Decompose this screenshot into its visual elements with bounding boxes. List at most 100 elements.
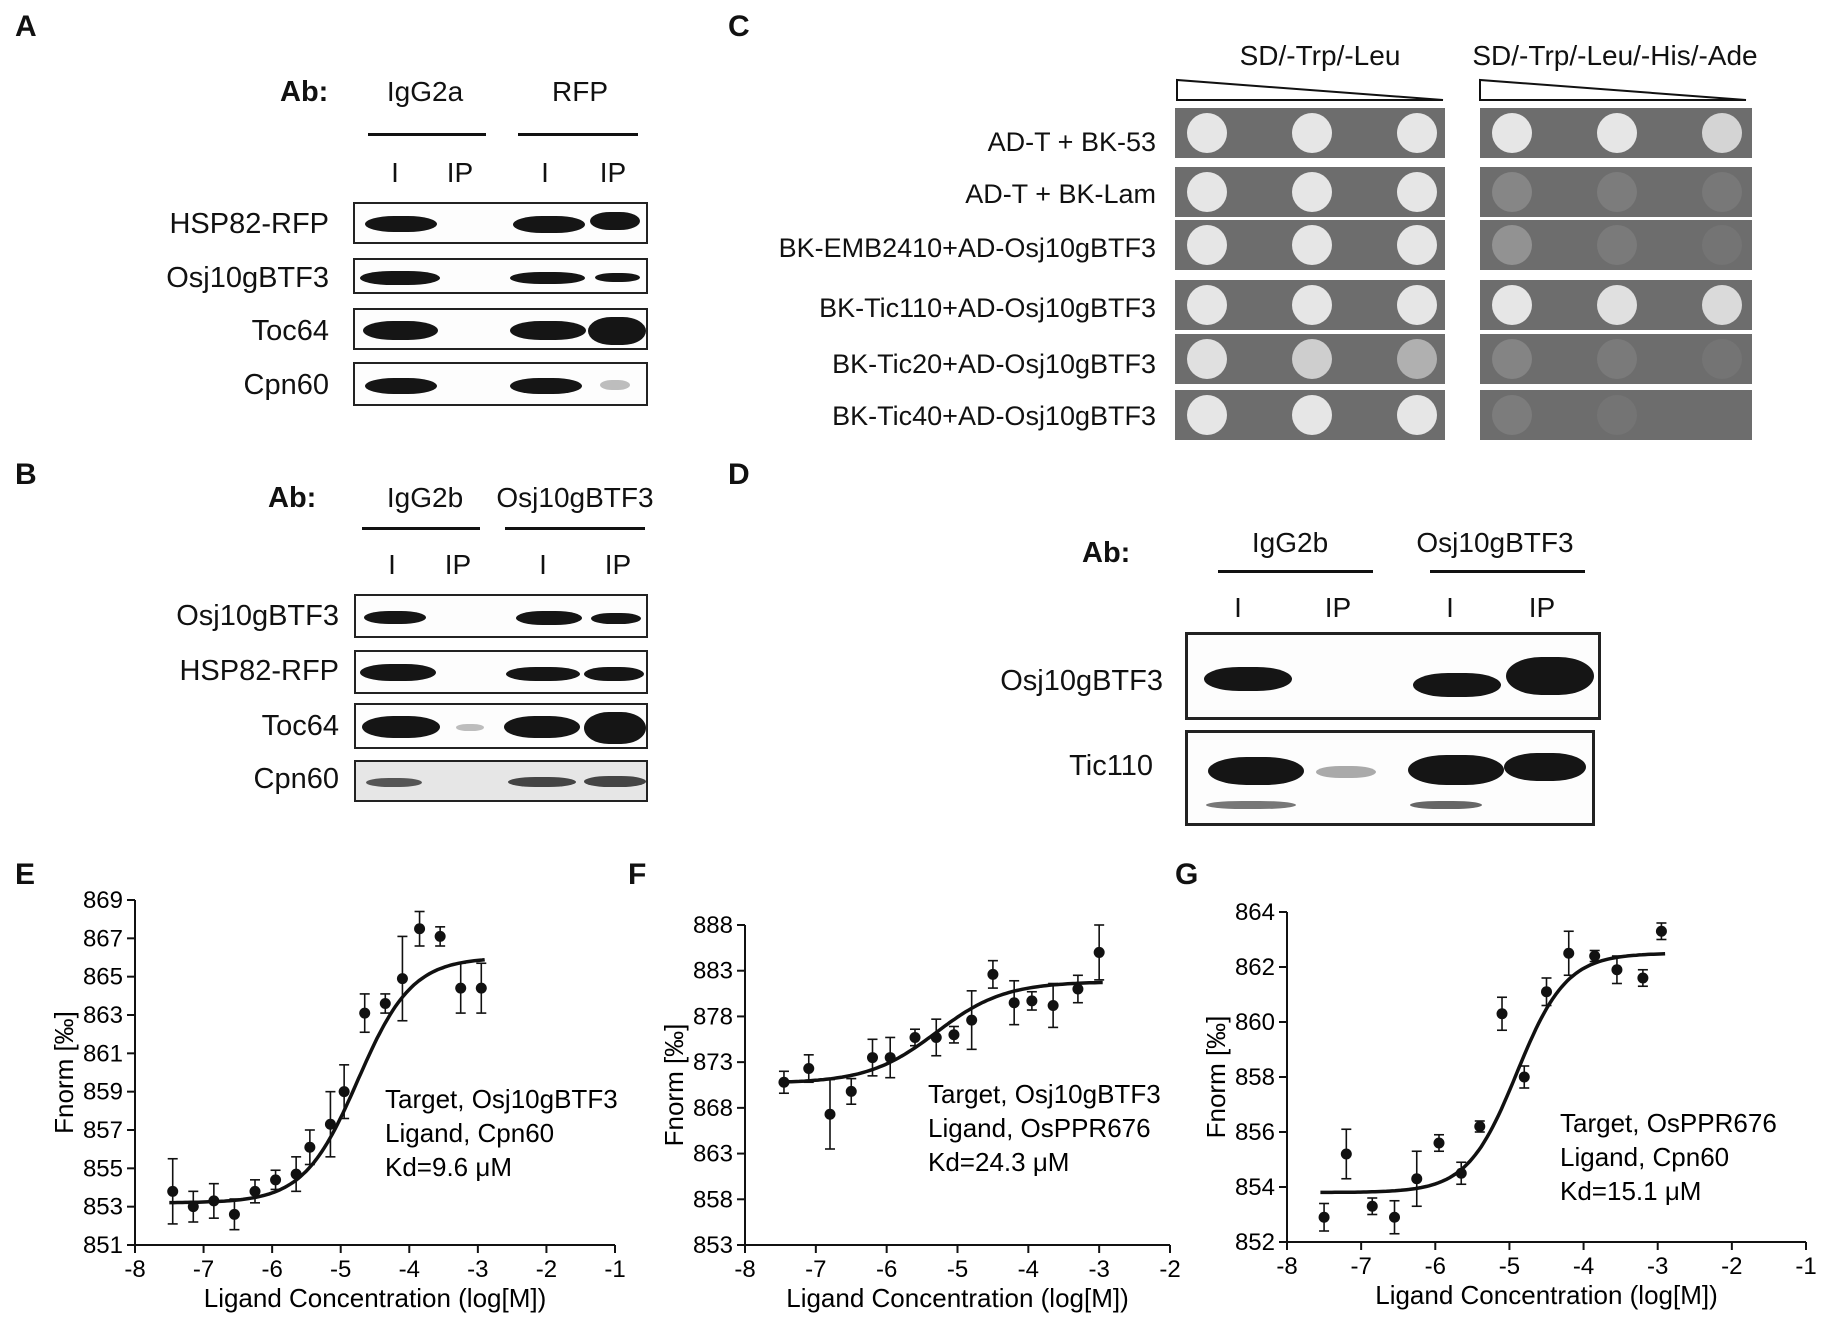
data-point (824, 1108, 836, 1120)
panel-c-dilution-wedge-2 (1479, 78, 1747, 101)
data-point (1340, 1148, 1352, 1160)
panel-a-group-rfp: RFP (552, 76, 608, 107)
panel-d-underline-1 (1218, 570, 1373, 573)
panel-a-lane-2: IP (446, 157, 474, 188)
x-tick-label: -8 (1276, 1253, 1297, 1280)
colony-spot (1397, 285, 1437, 325)
panel-c-plate-row-5-medium-1 (1175, 334, 1445, 384)
y-tick-label: 856 (1235, 1119, 1275, 1146)
y-tick-label: 867 (83, 925, 123, 952)
colony-spot (1702, 113, 1742, 153)
panel-c-plate-row-4-medium-1 (1175, 280, 1445, 330)
data-point (1008, 997, 1020, 1009)
annotation-line-3: Kd=9.6 μM (385, 1152, 512, 1182)
panel-d-lane-2: IP (1324, 592, 1352, 623)
data-point (414, 923, 426, 935)
colony-spot (1397, 339, 1437, 379)
x-tick-label: -6 (876, 1256, 897, 1283)
colony-spot (1492, 339, 1532, 379)
x-tick-label: -2 (1721, 1253, 1742, 1280)
panel-b-ab-label: Ab: (268, 482, 317, 514)
data-point (1496, 1008, 1508, 1020)
y-tick-label: 865 (83, 964, 123, 991)
panel-letter-g: G (1175, 858, 1199, 891)
panel-d-blot-osj10gbtf3 (1185, 632, 1601, 720)
annotation-line-1: Target, Osj10gBTF3 (928, 1079, 1161, 1109)
colony-spot (1597, 225, 1637, 265)
x-tick-label: -7 (805, 1256, 826, 1283)
panel-a-blot-cpn60 (353, 362, 648, 406)
panel-c-row-label-2: AD-T + BK-Lam (965, 179, 1156, 209)
panel-a-blot-hsp82 (353, 202, 648, 244)
x-tick-label: -2 (536, 1256, 557, 1283)
panel-a-lane-1: I (391, 157, 399, 188)
panel-c-row-label-3: BK-EMB2410+AD-Osj10gBTF3 (778, 233, 1156, 263)
y-tick-label: 852 (1235, 1229, 1275, 1256)
colony-spot (1492, 113, 1532, 153)
y-tick-label: 853 (83, 1194, 123, 1221)
x-tick-label: -4 (399, 1256, 420, 1283)
x-tick-label: -1 (604, 1256, 625, 1283)
y-tick-label: 883 (693, 958, 733, 985)
data-point (966, 1014, 978, 1026)
data-point (1611, 964, 1623, 976)
data-point (249, 1185, 261, 1197)
x-tick-label: -6 (1425, 1253, 1446, 1280)
panel-b-row-label-2: HSP82-RFP (179, 655, 339, 687)
panel-d-group-igg2b: IgG2b (1251, 527, 1329, 558)
panel-a-row-label-3: Toc64 (251, 315, 329, 347)
colony-spot (1292, 172, 1332, 212)
y-tick-label: 860 (1235, 1009, 1275, 1036)
panel-b-lane-3: I (539, 549, 547, 580)
x-tick-label: -5 (330, 1256, 351, 1283)
colony-spot (1702, 225, 1742, 265)
data-point (867, 1052, 878, 1064)
data-point (396, 973, 408, 985)
colony-spot (1492, 225, 1532, 265)
colony-spot (1597, 172, 1637, 212)
annotation-line-3: Kd=15.1 μM (1560, 1176, 1701, 1206)
y-tick-label: 863 (693, 1141, 733, 1168)
panel-d-row-label-1: Osj10gBTF3 (1000, 665, 1163, 697)
y-tick-label: 864 (1235, 899, 1275, 926)
data-point (803, 1063, 815, 1075)
panel-a-blot-osj10gbtf3 (353, 258, 648, 294)
colony-spot (1187, 285, 1227, 325)
panel-a-ab-label: Ab: (280, 76, 329, 108)
colony-spot (1292, 113, 1332, 153)
annotation-line-1: Target, OsPPR676 (1560, 1108, 1777, 1138)
data-point (1563, 947, 1575, 959)
panel-b-group-igg2b: IgG2b (386, 482, 464, 513)
panel-b-group-osj10gbtf3: Osj10gBTF3 (496, 482, 654, 513)
panel-c-row-label-5: BK-Tic20+AD-Osj10gBTF3 (832, 349, 1156, 379)
panel-a-row-label-1: HSP82-RFP (169, 208, 329, 240)
panel-a-lane-3: I (541, 157, 549, 188)
colony-spot (1597, 285, 1637, 325)
data-point (1541, 986, 1552, 998)
data-point (1026, 995, 1038, 1007)
colony-spot (1187, 339, 1227, 379)
data-point (909, 1031, 921, 1043)
data-point (1411, 1173, 1423, 1185)
y-axis-label: Fnorm [‰] (49, 1011, 79, 1134)
panel-c-row-label-6: BK-Tic40+AD-Osj10gBTF3 (832, 401, 1156, 431)
colony-spot (1292, 395, 1332, 435)
panel-b-underline-2 (505, 527, 645, 530)
colony-spot (1597, 395, 1637, 435)
y-tick-label: 861 (83, 1040, 123, 1067)
fit-curve (169, 957, 485, 1205)
panel-letter-a: A (15, 10, 37, 43)
panel-d-ab-label: Ab: (1082, 537, 1131, 569)
panel-a-group-igg2a: IgG2a (386, 76, 464, 107)
colony-spot (1702, 339, 1742, 379)
colony-spot (1397, 113, 1437, 153)
annotation-line-1: Target, Osj10gBTF3 (385, 1084, 618, 1114)
data-point (1389, 1211, 1401, 1223)
y-tick-label: 857 (83, 1117, 123, 1144)
y-tick-label: 869 (83, 887, 123, 914)
chart-g: 852 854 856 858 860 862 864 -8 -7 -6 -5 -4 -3 -2 -1 Lig… (1201, 899, 1817, 1310)
panel-d-lane-3: I (1446, 592, 1454, 623)
y-tick-label: 868 (693, 1095, 733, 1122)
y-tick-label: 873 (693, 1049, 733, 1076)
annotation-line-3: Kd=24.3 μM (928, 1147, 1069, 1177)
